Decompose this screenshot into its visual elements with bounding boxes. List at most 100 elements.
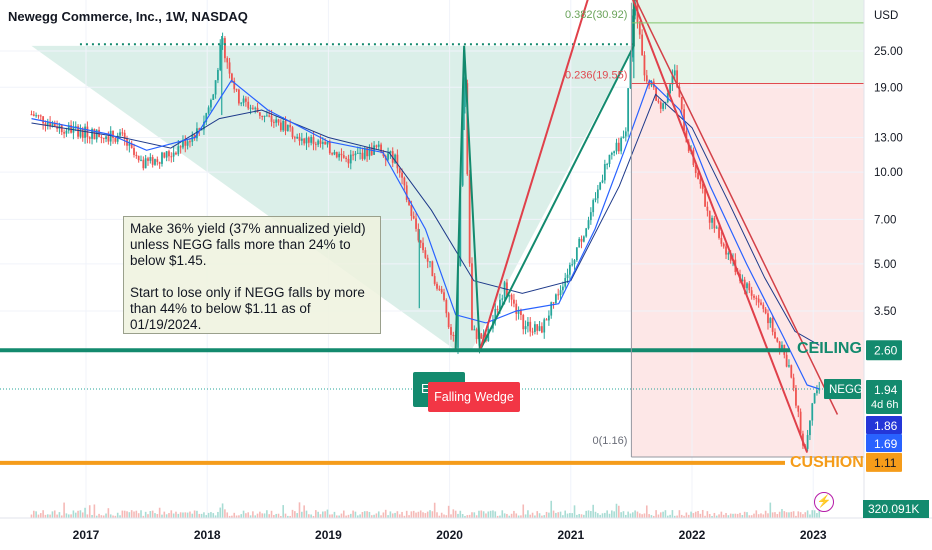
volume-bar: [489, 510, 492, 518]
volume-bar: [419, 510, 422, 518]
volume-bar: [382, 512, 385, 518]
candle-body: [566, 274, 569, 279]
volume-bar: [408, 515, 410, 518]
candle-body: [331, 153, 334, 155]
volume-bar: [156, 514, 159, 518]
volume-bar: [51, 511, 54, 518]
candle-body: [715, 227, 718, 229]
ceiling-price-tag-text: 2.60: [874, 343, 898, 357]
volume-bar: [114, 515, 117, 518]
candle-body: [39, 115, 42, 117]
candle-body: [324, 141, 327, 145]
volume-bar: [168, 513, 170, 518]
volume-bar: [86, 514, 89, 518]
volume-bar: [231, 515, 233, 518]
y-tick-label: 13.00: [874, 132, 903, 144]
candle-body: [797, 405, 800, 412]
volume-bar: [245, 513, 247, 518]
volume-bar: [704, 515, 706, 518]
volume-bar: [566, 513, 569, 518]
volume-bar: [30, 514, 33, 518]
candle-body: [788, 365, 790, 367]
volume-bar: [322, 511, 324, 518]
candle-body: [513, 299, 515, 304]
volume-bar: [352, 510, 354, 518]
volume-bar: [177, 513, 180, 518]
volume-bar: [119, 515, 121, 518]
x-tick-label: 2020: [436, 528, 463, 542]
volume-bar: [571, 513, 573, 518]
candle-body: [219, 44, 222, 70]
candle-body: [534, 324, 536, 332]
candle-body: [554, 294, 557, 303]
volume-bar: [450, 514, 452, 518]
y-tick-label: 19.00: [874, 82, 903, 94]
candle-body: [410, 204, 413, 216]
trade-note[interactable]: Make 36% yield (37% annualized yield) un…: [123, 216, 381, 334]
volume-bar: [741, 515, 744, 518]
candle-body: [338, 153, 341, 158]
volume-bar: [652, 515, 655, 518]
candle-body: [613, 151, 616, 153]
volume-bar: [494, 511, 497, 518]
volume-bar: [361, 512, 364, 518]
candle-body: [354, 153, 357, 156]
volume-bar: [126, 511, 128, 518]
candle-body: [349, 154, 352, 164]
volume-bar: [221, 503, 224, 518]
volume-bar: [65, 513, 68, 518]
volume-bar: [601, 513, 604, 518]
falling-wedge-button[interactable]: Falling Wedge: [428, 382, 520, 412]
volume-bar: [550, 500, 553, 518]
volume-bar: [261, 513, 264, 518]
volume-bar: [182, 512, 184, 518]
volume-bar: [77, 510, 79, 518]
volume-bar: [370, 515, 373, 518]
volume-bar: [284, 513, 287, 518]
candle-body: [594, 198, 597, 201]
volume-bar: [72, 510, 75, 518]
candle-body: [436, 283, 438, 289]
candle-body: [538, 326, 541, 331]
chart-title: Newegg Commerce, Inc., 1W, NASDAQ: [8, 9, 248, 24]
volume-bar: [611, 510, 613, 518]
pattern-fill: [31, 45, 634, 351]
volume-bar: [776, 514, 779, 518]
trend-line-down: [632, 0, 809, 453]
volume-bar: [799, 512, 802, 518]
candle-body: [774, 331, 776, 339]
volume-bar: [137, 513, 140, 518]
volume-bar: [170, 510, 173, 518]
candle-body: [81, 129, 84, 138]
volume-bar: [671, 510, 674, 518]
volume-bar: [545, 511, 548, 518]
volume-bar: [452, 509, 455, 518]
candle-body: [319, 140, 322, 144]
volume-bar: [212, 513, 215, 518]
volume-bar: [471, 512, 473, 518]
volume-bar: [426, 511, 429, 518]
volume-bar: [615, 503, 618, 518]
candle-body: [673, 70, 676, 76]
candle-body: [303, 138, 306, 144]
volume-bar: [198, 513, 201, 518]
candle-body: [468, 174, 471, 264]
candle-body: [147, 158, 149, 161]
candle-body: [708, 210, 711, 223]
candle-body: [415, 218, 417, 229]
lightning-icon[interactable]: ⚡: [814, 492, 834, 512]
volume-bar: [655, 510, 657, 518]
volume-bar: [734, 513, 737, 518]
volume-bar: [179, 512, 182, 518]
candle-body: [149, 157, 152, 161]
volume-bar: [517, 515, 520, 518]
candle-body: [335, 152, 338, 158]
volume-bar: [275, 513, 277, 518]
candle-body: [368, 147, 371, 157]
candle-body: [168, 151, 170, 157]
candle-body: [112, 130, 114, 138]
volume-bar: [804, 512, 807, 518]
candle-body: [499, 299, 501, 310]
candle-body: [795, 387, 797, 406]
